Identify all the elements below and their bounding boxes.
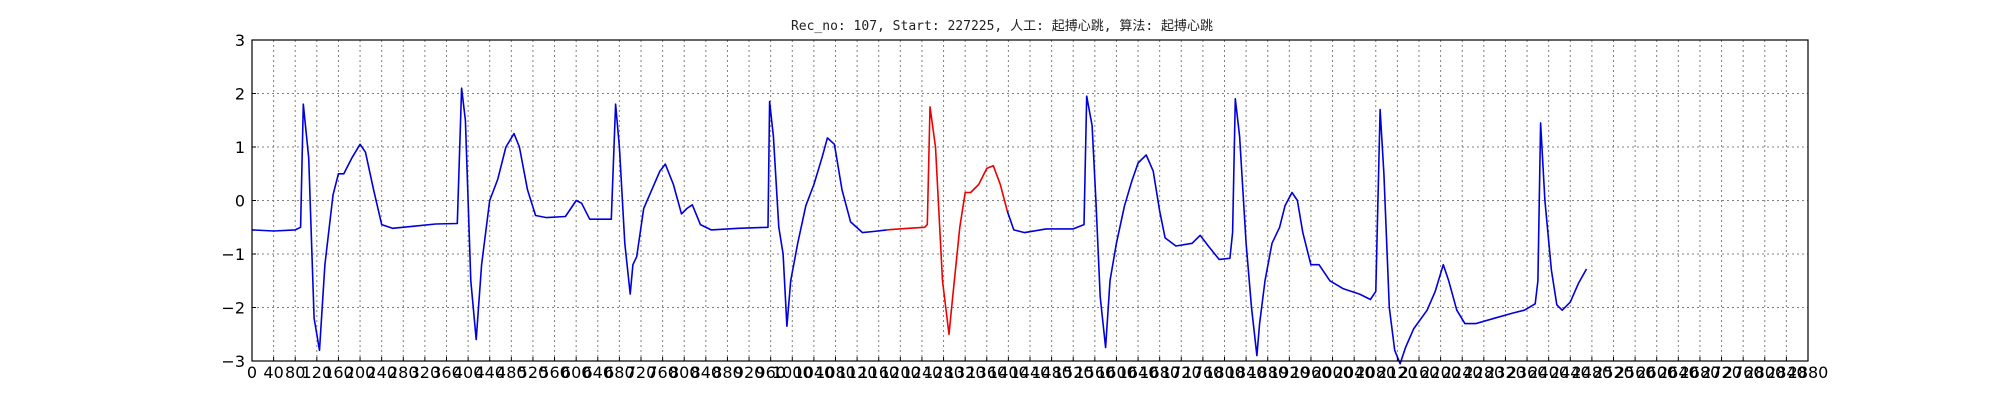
x-tick-label: 2080 (1355, 363, 1396, 382)
x-tick-label: 2200 (1420, 363, 1461, 382)
y-tick-label: 0 (235, 192, 245, 211)
x-tick-label: 1760 (1183, 363, 1224, 382)
grid (252, 40, 1808, 361)
x-tick-label: 480 (496, 363, 527, 382)
x-tick-label: 40 (263, 363, 283, 382)
x-tick-label: 760 (647, 363, 678, 382)
x-tick-label: 720 (626, 363, 657, 382)
ecg-series-line-3 (1006, 95, 1588, 365)
x-tick-label: 1520 (1053, 363, 1094, 382)
x-tick-label: 1280 (923, 363, 964, 382)
tick-labels: 0 40 8012016020024028032036040044048052056… (221, 31, 1828, 382)
x-tick-label: 840 (691, 363, 722, 382)
x-tick-label: 2320 (1485, 363, 1526, 382)
x-tick-label: 2600 (1636, 363, 1677, 382)
x-tick-label: 1160 (858, 363, 899, 382)
x-tick-label: 1080 (815, 363, 856, 382)
x-tick-label: 2560 (1615, 363, 1656, 382)
x-tick-label: 560 (539, 363, 570, 382)
x-tick-label: 1680 (1139, 363, 1180, 382)
x-tick-label: 680 (604, 363, 635, 382)
x-tick-label: 1720 (1161, 363, 1202, 382)
x-tick-label: 0 (247, 363, 257, 382)
x-tick-label: 960 (755, 363, 786, 382)
x-tick-label: 1840 (1226, 363, 1267, 382)
y-tick-label: −2 (221, 299, 245, 318)
x-tick-label: 2520 (1593, 363, 1634, 382)
x-tick-label: 1600 (1096, 363, 1137, 382)
x-tick-label: 2360 (1507, 363, 1548, 382)
x-tick-label: 1000 (772, 363, 813, 382)
x-tick-label: 2240 (1442, 363, 1483, 382)
ecg-series-line-1 (251, 87, 887, 352)
x-tick-label: 1240 (902, 363, 943, 382)
x-tick-label: 520 (518, 363, 549, 382)
x-tick-label: 1920 (1269, 363, 1310, 382)
x-tick-label: 160 (323, 363, 354, 382)
x-tick-label: 120 (302, 363, 333, 382)
x-tick-label: 1120 (837, 363, 878, 382)
x-tick-label: 1440 (1010, 363, 1051, 382)
series-group (251, 87, 1588, 365)
x-tick-label: 2640 (1658, 363, 1699, 382)
x-tick-label: 2440 (1550, 363, 1591, 382)
plot-area-frame (251, 39, 1809, 362)
x-tick-label: 600 (561, 363, 592, 382)
x-tick-label: 80 (285, 363, 305, 382)
x-tick-label: 400 (453, 363, 484, 382)
y-tick-label: 2 (235, 85, 245, 104)
x-tick-label: 2400 (1528, 363, 1569, 382)
x-tick-label: 320 (410, 363, 441, 382)
x-tick-label: 640 (583, 363, 614, 382)
x-tick-label: 2680 (1680, 363, 1721, 382)
y-tick-label: 3 (235, 31, 245, 50)
x-tick-label: 280 (388, 363, 419, 382)
x-tick-label: 2480 (1572, 363, 1613, 382)
x-tick-label: 2800 (1744, 363, 1785, 382)
x-tick-label: 1480 (1031, 363, 1072, 382)
x-tick-label: 2760 (1723, 363, 1764, 382)
x-tick-label: 880 (712, 363, 743, 382)
x-tick-label: 200 (345, 363, 376, 382)
x-tick-label: 1320 (945, 363, 986, 382)
x-tick-label: 440 (474, 363, 505, 382)
ecg-series-line-2 (886, 106, 1009, 336)
x-tick-label: 1800 (1204, 363, 1245, 382)
chart-title: Rec_no: 107, Start: 227225, 人工: 起搏心跳, 算法… (791, 18, 1213, 34)
x-tick-label: 360 (431, 363, 462, 382)
x-tick-label: 1960 (1291, 363, 1332, 382)
x-tick-label: 1400 (988, 363, 1029, 382)
x-tick-label: 2720 (1701, 363, 1742, 382)
x-tick-label: 920 (734, 363, 765, 382)
x-tick-label: 800 (669, 363, 700, 382)
x-tick-label: 1360 (966, 363, 1007, 382)
x-tick-label: 2160 (1399, 363, 1440, 382)
x-tick-label: 1880 (1247, 363, 1288, 382)
x-tick-label: 1200 (880, 363, 921, 382)
x-tick-label: 2000 (1312, 363, 1353, 382)
x-tick-label: 2840 (1766, 363, 1807, 382)
x-tick-label: 2120 (1377, 363, 1418, 382)
x-tick-label: 2880 (1788, 363, 1829, 382)
x-tick-label: 2280 (1463, 363, 1504, 382)
x-tick-label: 1640 (1118, 363, 1159, 382)
x-tick-label: 240 (366, 363, 397, 382)
x-tick-label: 2040 (1334, 363, 1375, 382)
y-tick-label: −1 (221, 245, 245, 264)
y-tick-label: −3 (221, 352, 245, 371)
y-tick-label: 1 (235, 138, 245, 157)
x-tick-label: 1560 (1074, 363, 1115, 382)
x-tick-label: 1040 (794, 363, 835, 382)
